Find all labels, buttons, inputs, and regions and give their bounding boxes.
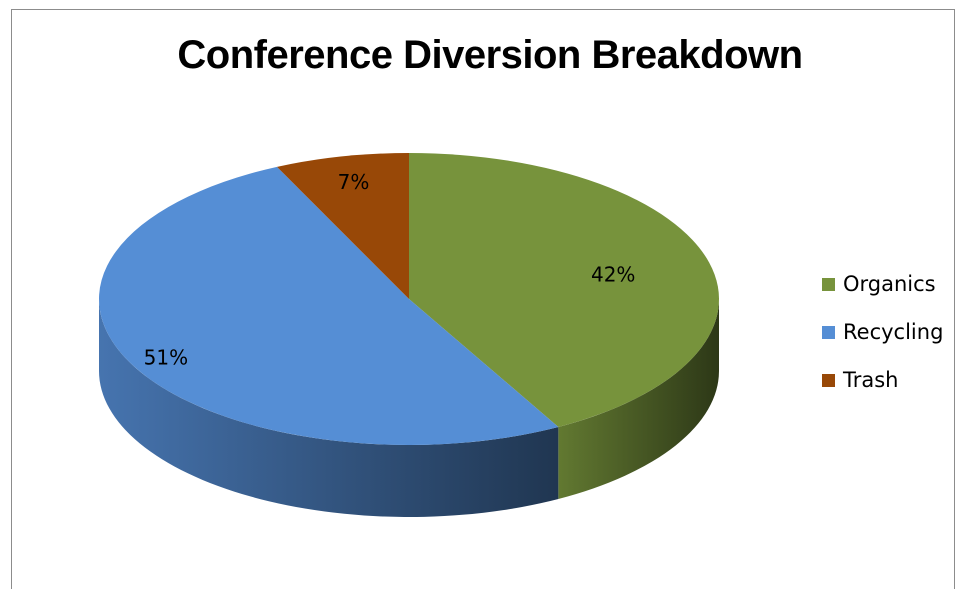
pie-slice-recycling	[98, 166, 559, 446]
pie-slice-organics	[409, 153, 720, 427]
legend-swatch-trash	[822, 373, 835, 387]
pie-side-recycling	[99, 299, 559, 517]
legend-swatch-recycling	[822, 325, 835, 339]
pie-labels: 42% 51% 7%	[144, 170, 636, 369]
legend-label-recycling: Recycling	[843, 320, 944, 344]
legend-item-trash: Trash	[822, 368, 943, 392]
pie-sides	[99, 299, 719, 517]
legend-label-trash: Trash	[843, 368, 899, 392]
chart-title: Conference Diversion Breakdown	[177, 33, 803, 77]
data-label-organics: 42%	[591, 262, 635, 286]
legend-label-organics: Organics	[843, 272, 936, 296]
legend: Organics Recycling Trash	[822, 272, 943, 416]
data-label-trash: 7%	[338, 170, 370, 194]
legend-item-recycling: Recycling	[822, 320, 943, 344]
legend-item-organics: Organics	[822, 272, 943, 296]
data-label-recycling: 51%	[144, 345, 188, 369]
pie-slice-trash	[277, 153, 409, 299]
pie-side-organics	[558, 299, 719, 499]
legend-swatch-organics	[822, 277, 835, 291]
pie-top	[98, 153, 720, 446]
